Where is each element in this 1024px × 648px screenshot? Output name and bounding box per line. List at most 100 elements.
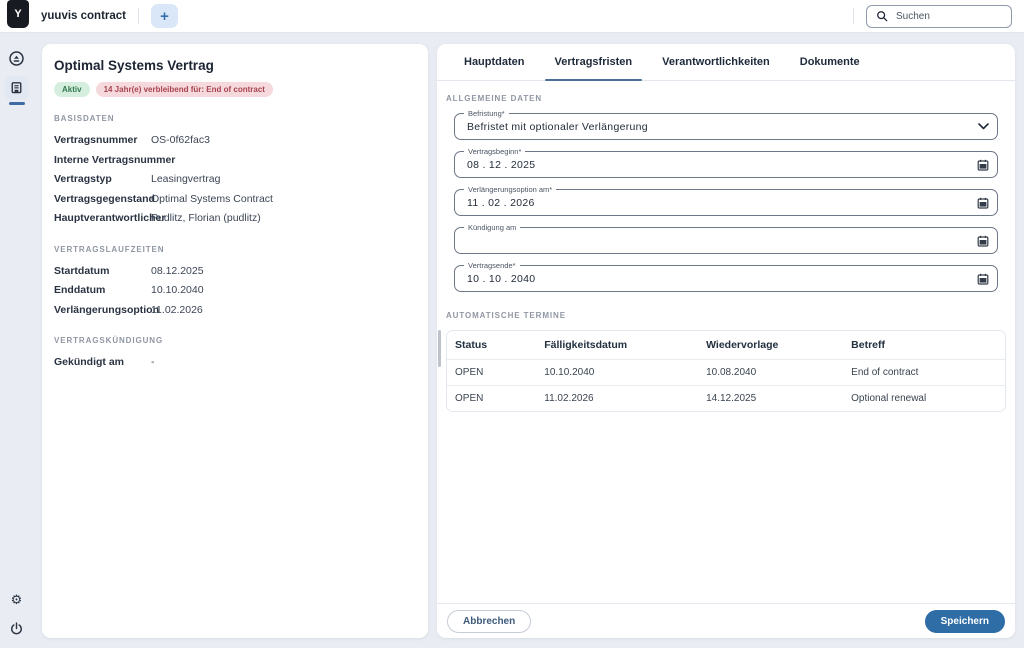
- sidebar-item-dashboard[interactable]: [5, 46, 29, 70]
- app-title: yuuvis contract: [41, 10, 126, 22]
- cancel-button[interactable]: Abbrechen: [447, 609, 532, 633]
- column-header-subject: Betreff: [843, 331, 1005, 359]
- row-label: Verlängerungsoption: [54, 303, 160, 316]
- summary-row: Verlängerungsoption 11.02.2026: [54, 301, 416, 320]
- section-heading-basisdaten: BASISDATEN: [54, 114, 115, 123]
- column-header-status: Status: [447, 331, 537, 359]
- befristung-select[interactable]: Befristung* Befristet mit optionaler Ver…: [454, 109, 998, 140]
- summary-row: Hauptverantwortlicher Pudlitz, Florian (p…: [54, 209, 416, 228]
- scrollbar[interactable]: [438, 330, 441, 367]
- contract-detail-panel: Hauptdaten Vertragsfristen Verantwortlic…: [437, 44, 1015, 638]
- field-label: Vertragsbeginn*: [464, 147, 526, 156]
- row-value: 08.12.2025: [151, 264, 204, 277]
- row-label: Vertragsgegenstand: [54, 192, 155, 205]
- tab-vertragsfristen[interactable]: Vertragsfristen: [544, 44, 643, 81]
- field-value: Befristet mit optionaler Verlängerung: [467, 120, 648, 133]
- table-header-row: Status Fälligkeitsdatum Wiedervorlage Be…: [447, 331, 1005, 359]
- row-value: Pudlitz, Florian (pudlitz): [151, 212, 261, 225]
- add-contract-button[interactable]: +: [151, 4, 178, 28]
- contracts-icon: [8, 80, 25, 97]
- chevron-down-icon[interactable]: [978, 123, 989, 130]
- sidebar-item-logout[interactable]: [5, 616, 29, 640]
- power-logout-icon: [9, 621, 24, 636]
- dashboard-icon: [8, 50, 25, 67]
- row-value: OS-0f62fac3: [151, 134, 210, 147]
- section-heading-automatische-termine: AUTOMATISCHE TERMINE: [446, 311, 566, 320]
- sidebar-item-settings[interactable]: ⚙: [5, 588, 29, 612]
- vertragsbeginn-date-field[interactable]: Vertragsbeginn* 08 . 12 . 2025: [454, 147, 998, 178]
- row-label: Vertragstyp: [54, 173, 112, 186]
- row-value: 11.02.2026: [151, 303, 203, 316]
- field-label: Kündigung am: [464, 223, 521, 232]
- field-value: 08 . 12 . 2025: [467, 158, 536, 171]
- tab-hauptdaten[interactable]: Hauptdaten: [464, 56, 525, 68]
- status-badge: Aktiv: [54, 82, 90, 97]
- page-title: Optimal Systems Vertrag: [54, 58, 214, 73]
- topbar: Y yuuvis contract + Suchen: [0, 0, 1024, 33]
- section-heading-laufzeiten: VERTRAGSLAUFZEITEN: [54, 244, 165, 254]
- cell-subject: Optional renewal: [843, 385, 1005, 411]
- tab-verantwortlichkeiten[interactable]: Verantwortlichkeiten: [662, 56, 770, 68]
- form-footer: Abbrechen Speichern: [437, 603, 1015, 638]
- sidebar-item-contracts[interactable]: [4, 76, 29, 100]
- summary-row: Vertragsnummer OS-0f62fac3: [54, 131, 416, 150]
- row-label: Hauptverantwortlicher: [54, 212, 166, 225]
- left-nav-rail: ⚙: [0, 33, 33, 648]
- save-button[interactable]: Speichern: [924, 609, 1005, 633]
- section-heading-kuendigung: VERTRAGSKÜNDIGUNG: [54, 336, 164, 345]
- contract-summary-panel: Optimal Systems Vertrag Aktiv 14 Jahr(e)…: [42, 44, 428, 638]
- row-value: -: [151, 356, 155, 369]
- field-label: Vertragsende*: [464, 261, 520, 270]
- row-label: Startdatum: [54, 264, 110, 277]
- table-row[interactable]: OPEN 11.02.2026 14.12.2025 Optional rene…: [447, 385, 1005, 411]
- summary-row: Gekündigt am -: [54, 353, 416, 372]
- calendar-icon[interactable]: [977, 235, 989, 247]
- search-icon: [876, 10, 888, 22]
- row-value: Optimal Systems Contract: [151, 192, 273, 205]
- row-value: Leasingvertrag: [151, 173, 221, 186]
- column-header-resubmission: Wiedervorlage: [698, 331, 844, 359]
- vertragsende-date-field[interactable]: Vertragsende* 10 . 10 . 2040: [454, 261, 998, 292]
- summary-row: Enddatum 10.10.2040: [54, 281, 416, 300]
- search-placeholder: Suchen: [896, 10, 930, 22]
- row-value: 10.10.2040: [151, 284, 204, 297]
- summary-row: Vertragstyp Leasingvertrag: [54, 170, 416, 189]
- settings-gear-icon: ⚙: [10, 592, 23, 608]
- active-nav-indicator: [8, 102, 25, 105]
- topbar-divider: [138, 8, 139, 24]
- calendar-icon[interactable]: [977, 159, 989, 171]
- cell-due-date: 11.02.2026: [536, 385, 699, 411]
- calendar-icon[interactable]: [977, 273, 989, 285]
- row-label: Interne Vertragsnummer: [54, 153, 176, 166]
- summary-row: Startdatum 08.12.2025: [54, 262, 416, 281]
- search-input[interactable]: Suchen: [866, 4, 1012, 28]
- cell-status: OPEN: [447, 359, 537, 385]
- calendar-icon[interactable]: [977, 197, 989, 209]
- field-value: 10 . 10 . 2040: [467, 272, 536, 285]
- remaining-time-badge: 14 Jahr(e) verbleibend für: End of contr…: [95, 82, 273, 97]
- logo-letter: Y: [14, 8, 22, 20]
- detail-tabs: Hauptdaten Vertragsfristen Verantwortlic…: [437, 44, 1015, 81]
- summary-row: Vertragsgegenstand Optimal Systems Contra…: [54, 190, 416, 209]
- kuendigung-am-date-field[interactable]: Kündigung am: [454, 223, 998, 254]
- tab-dokumente[interactable]: Dokumente: [799, 56, 860, 68]
- column-header-due-date: Fälligkeitsdatum: [536, 331, 699, 359]
- verlaengerungsoption-date-field[interactable]: Verlängerungsoption am* 11 . 02 . 2026: [454, 185, 998, 216]
- cell-status: OPEN: [447, 385, 537, 411]
- yuuvis-logo[interactable]: Y: [7, 0, 29, 28]
- topbar-divider-right: [853, 8, 854, 24]
- field-label: Verlängerungsoption am*: [464, 185, 557, 194]
- field-label: Befristung*: [464, 109, 509, 118]
- cell-resubmission: 14.12.2025: [698, 385, 844, 411]
- cell-subject: End of contract: [843, 359, 1005, 385]
- row-label: Gekündigt am: [54, 356, 125, 369]
- summary-row: Interne Vertragsnummer: [54, 151, 416, 170]
- row-label: Enddatum: [54, 284, 106, 297]
- cell-due-date: 10.10.2040: [536, 359, 699, 385]
- section-heading-allgemeine-daten: ALLGEMEINE DATEN: [446, 94, 543, 103]
- tab-content: ALLGEMEINE DATEN Befristung* Befristet m…: [437, 81, 1015, 603]
- cell-resubmission: 10.08.2040: [698, 359, 844, 385]
- row-label: Vertragsnummer: [54, 134, 138, 147]
- field-value: 11 . 02 . 2026: [467, 196, 535, 209]
- table-row[interactable]: OPEN 10.10.2040 10.08.2040 End of contra…: [447, 359, 1005, 385]
